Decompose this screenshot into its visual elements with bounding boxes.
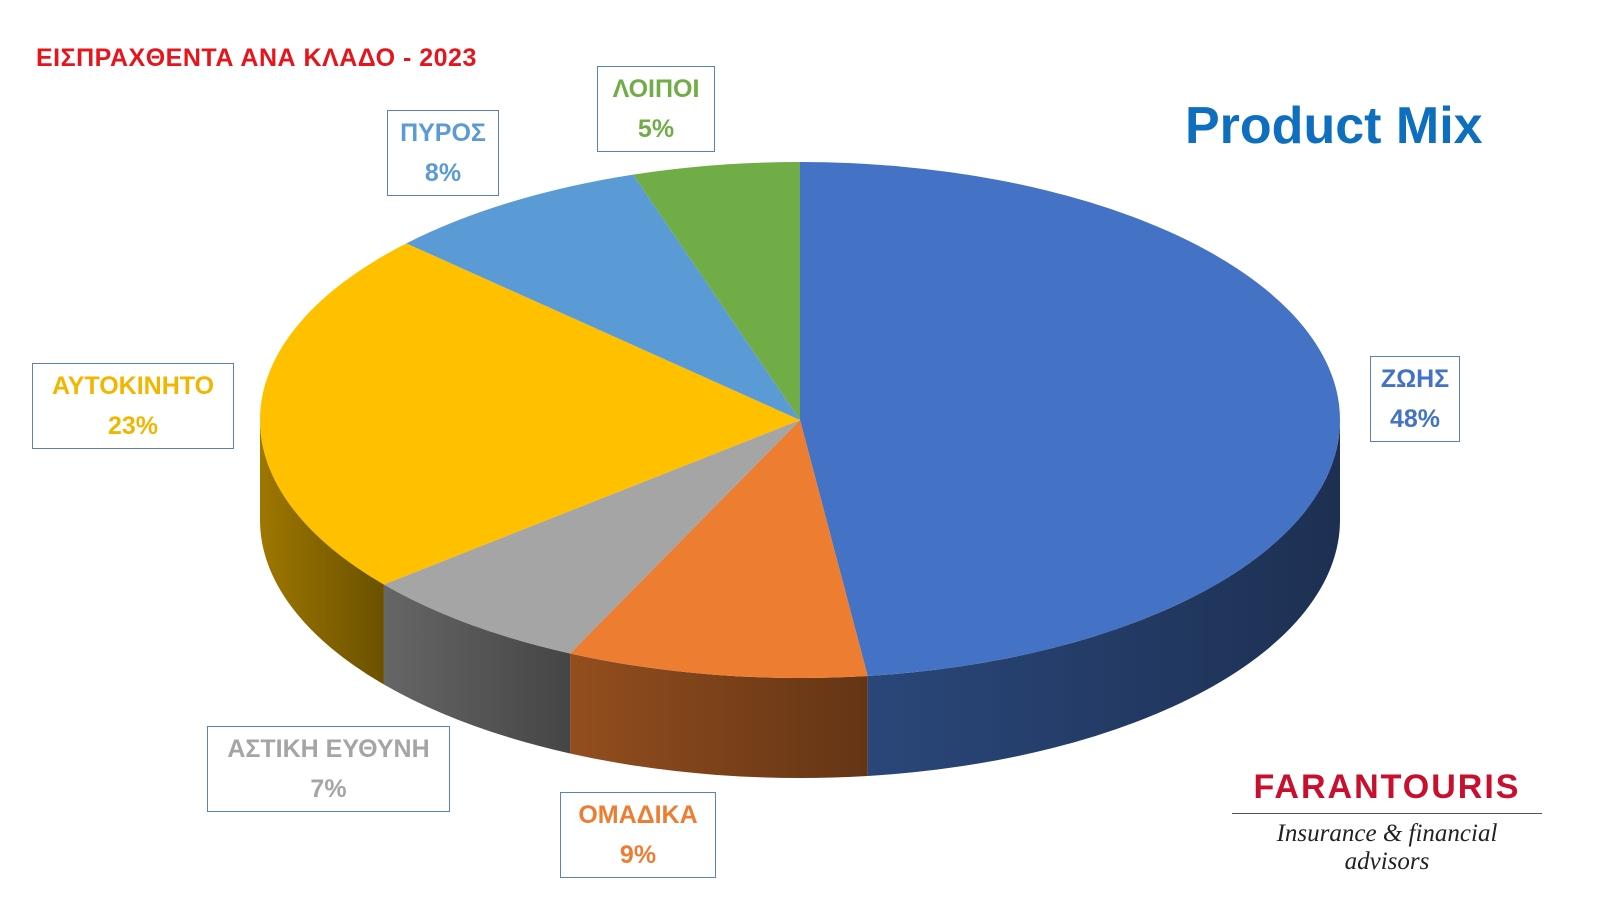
slice-label-value: 5% [637,115,675,143]
chart-title: ΕΙΣΠΡΑΧΘΕΝΤΑ ΑΝΑ ΚΛΑΔΟ - 2023 [36,44,477,72]
slice-label-pyros: ΠΥΡΟΣ 8% [387,110,499,196]
slice-label-name: ΟΜΑΔΙΚΑ [578,801,698,829]
slice-label-zois: ΖΩΗΣ 48% [1370,356,1460,442]
slice-label-loipoi: ΛΟΙΠΟΙ 5% [597,66,715,152]
brand-name: FARANTOURIS [1232,768,1542,814]
pie-slice-πυρος [406,174,800,420]
pie-side-ζωης [867,420,1340,776]
slice-label-name: ΛΟΙΠΟΙ [612,75,700,103]
slice-label-name: ΠΥΡΟΣ [400,119,486,147]
slice-label-name: ΖΩΗΣ [1380,365,1450,393]
slice-label-name: ΑΣΤΙΚΗ ΕΥΘΥΝΗ [227,735,430,763]
chart-subtitle: Product Mix [1185,97,1483,155]
slice-label-value: 8% [424,159,462,187]
slice-label-omadika: ΟΜΑΔΙΚΑ 9% [560,792,716,878]
slice-label-value: 9% [619,841,657,869]
slice-label-value: 7% [310,775,347,803]
pie-slice-ζωης [800,162,1340,676]
pie-side-αυτοκινητο [260,420,384,685]
pie-slice-ομαδικα [570,420,868,678]
pie-side-αστικη-ευθυνη [383,584,571,754]
brand-tagline: Insurance & financial advisors [1276,820,1498,875]
pie-slice-αυτοκινητο [259,243,800,585]
slice-label-name: ΑΥΤΟΚΙΝΗΤΟ [51,372,215,400]
slice-label-value: 48% [1389,405,1441,433]
pie-side-ομαδικα [570,653,868,778]
pie-slice-λοιποι [633,162,800,420]
pie-tops [259,162,1340,678]
slice-label-astiki-euthyni: ΑΣΤΙΚΗ ΕΥΘΥΝΗ 7% [207,726,450,812]
pie-sides [260,420,1340,778]
slice-label-value: 23% [107,412,159,440]
brand-logo: FARANTOURIS Insurance & financial adviso… [1232,768,1542,876]
slice-label-autokinito: ΑΥΤΟΚΙΝΗΤΟ 23% [32,363,234,449]
pie-slice-αστικη-ευθυνη [383,420,800,654]
